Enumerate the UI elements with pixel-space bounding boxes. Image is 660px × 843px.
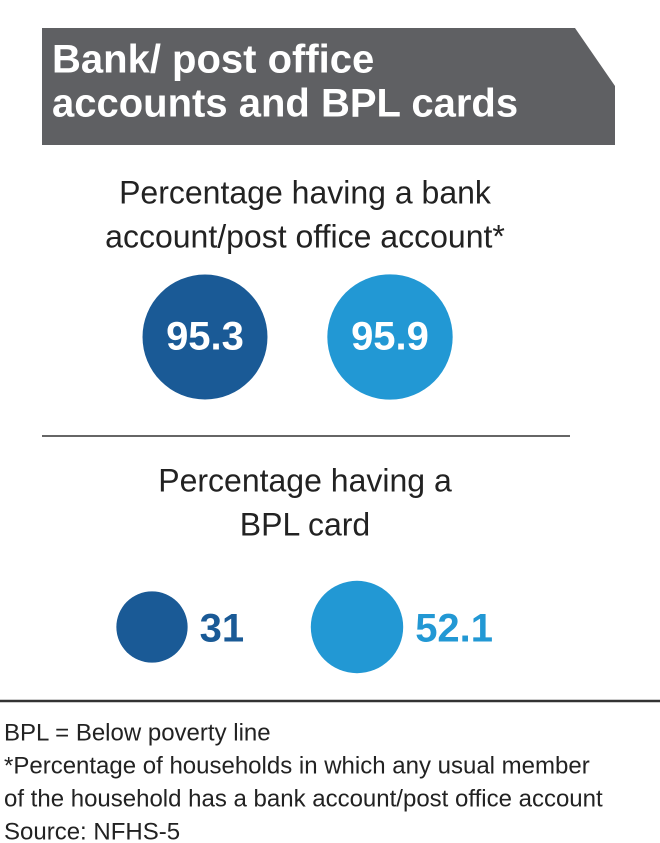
panel-label: BPL card [240, 506, 370, 542]
bubble [142, 274, 268, 400]
bubble [327, 274, 453, 400]
value-label: 31 [200, 607, 245, 651]
panel-label: account/post office account* [105, 218, 505, 254]
value-label: 95.3 [166, 315, 244, 359]
note: Source: NFHS-5 [4, 818, 180, 843]
bubble [116, 591, 188, 663]
note: of the household has a bank account/post… [4, 785, 603, 812]
panel-label: Percentage having a bank [119, 174, 492, 210]
title: accounts and BPL cards [52, 82, 518, 126]
title: Bank/ post office [52, 38, 374, 82]
bubble [310, 580, 404, 674]
value-label: 95.9 [351, 315, 429, 359]
note: *Percentage of households in which any u… [4, 752, 590, 779]
value-label: 52.1 [415, 607, 493, 651]
header-band [42, 28, 615, 145]
note: BPL = Below poverty line [4, 719, 271, 746]
panel-label: Percentage having a [158, 462, 452, 498]
